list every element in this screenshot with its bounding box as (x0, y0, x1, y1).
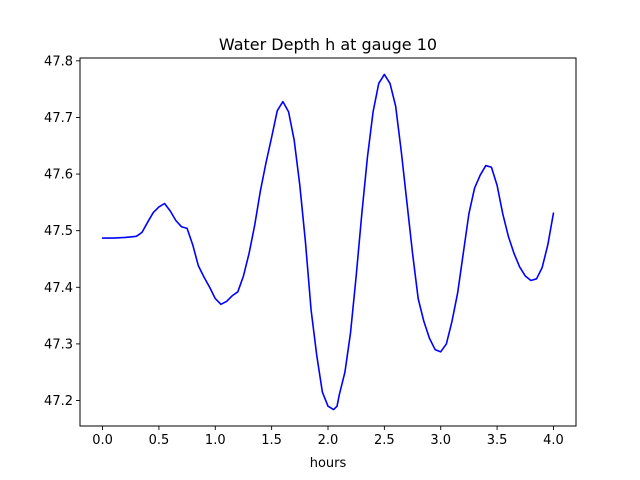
x-tick-label: 2.5 (374, 433, 395, 448)
x-tick-label: 0.0 (92, 433, 113, 448)
x-tick-label: 1.0 (205, 433, 226, 448)
x-tick-label: 0.5 (149, 433, 170, 448)
y-tick-label: 47.8 (44, 54, 73, 69)
x-tick-label: 3.5 (487, 433, 508, 448)
x-tick-label: 3.0 (430, 433, 451, 448)
y-tick-label: 47.2 (44, 394, 73, 409)
y-tick-label: 47.5 (44, 224, 73, 239)
y-tick-label: 47.6 (44, 168, 73, 183)
y-axis: 47.2 47.3 47.4 47.5 47.6 47.7 47.8 (44, 54, 80, 409)
y-tick-label: 47.7 (44, 111, 73, 126)
series-line-0 (101, 73, 555, 411)
y-tick-label: 47.4 (44, 281, 73, 296)
x-tick-label: 1.5 (261, 433, 282, 448)
chart-title: Water Depth h at gauge 10 (219, 35, 437, 54)
x-axis-label: hours (310, 456, 347, 471)
x-tick-label: 4.0 (543, 433, 564, 448)
x-axis: 0.0 0.5 1.0 1.5 2.0 2.5 3.0 3.5 4.0 (92, 426, 564, 448)
x-tick-label: 2.0 (318, 433, 339, 448)
data-layer (101, 73, 555, 411)
y-tick-label: 47.3 (44, 337, 73, 352)
